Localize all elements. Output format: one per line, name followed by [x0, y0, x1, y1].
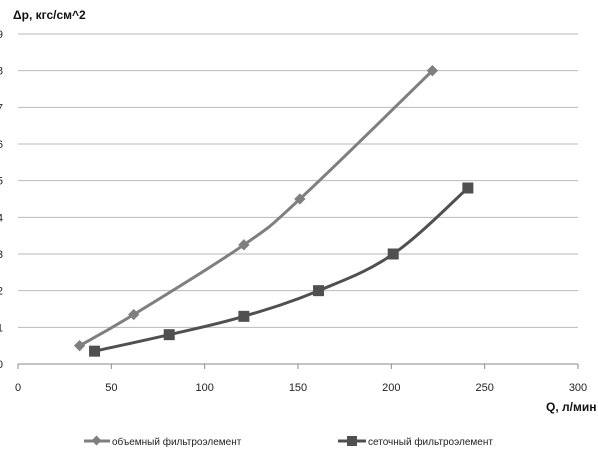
- series-layer: [73, 65, 474, 357]
- x-tick-label: 50: [105, 382, 117, 394]
- y-tick-label: 3: [0, 249, 3, 261]
- data-point-diamond: [73, 340, 86, 352]
- legend-marker-diamond: [91, 435, 102, 446]
- y-tick-label: 5: [0, 176, 3, 188]
- x-tick-label: 150: [289, 382, 307, 394]
- data-point-square: [387, 248, 399, 260]
- y-tick-label: 6: [0, 139, 3, 151]
- legend-marker-square: [347, 436, 357, 446]
- y-tick-label: 8: [0, 66, 3, 78]
- tick-labels: 0 1 2 3 4 5 6 7 8 9 0 50 100 150 200 250 300: [0, 29, 587, 394]
- axes: [17, 363, 579, 369]
- data-point-diamond: [128, 308, 140, 321]
- x-tick-label: 250: [475, 382, 493, 394]
- data-point-diamond: [294, 193, 306, 205]
- series-line-1: [93, 186, 470, 353]
- legend-item-0: объемный фильтроэлемент: [84, 435, 242, 448]
- data-point-square: [163, 329, 175, 341]
- series-1: [89, 182, 474, 357]
- x-tick-label: 200: [382, 382, 400, 394]
- data-point-square: [238, 310, 250, 322]
- legend-label-1: сеточный фильтроэлемент: [368, 436, 493, 448]
- data-point-square: [462, 182, 474, 194]
- legend-item-1: сеточный фильтроэлемент: [338, 436, 493, 448]
- x-tick-label: 0: [15, 382, 21, 394]
- y-tick-label: 4: [0, 212, 3, 224]
- data-point-square: [313, 285, 325, 297]
- data-point-diamond: [238, 239, 250, 251]
- series-0: [73, 65, 439, 352]
- y-tick-label: 9: [0, 29, 3, 41]
- legend: объемный фильтроэлемент сеточный фильтро…: [84, 435, 493, 448]
- gridlines: [18, 33, 578, 328]
- y-tick-label: 1: [0, 322, 3, 334]
- series-line-0: [78, 69, 434, 348]
- y-tick-label: 0: [0, 359, 3, 371]
- legend-label-0: объемный фильтроэлемент: [112, 436, 242, 448]
- y-axis-title: Δр, кгс/см^2: [13, 8, 86, 22]
- y-tick-label: 2: [0, 286, 3, 298]
- y-tick-label: 7: [0, 102, 3, 114]
- x-tick-label: 300: [569, 382, 587, 394]
- x-tick-label: 100: [195, 382, 213, 394]
- data-point-square: [89, 345, 101, 357]
- x-axis-title: Q, л/мин: [546, 400, 596, 414]
